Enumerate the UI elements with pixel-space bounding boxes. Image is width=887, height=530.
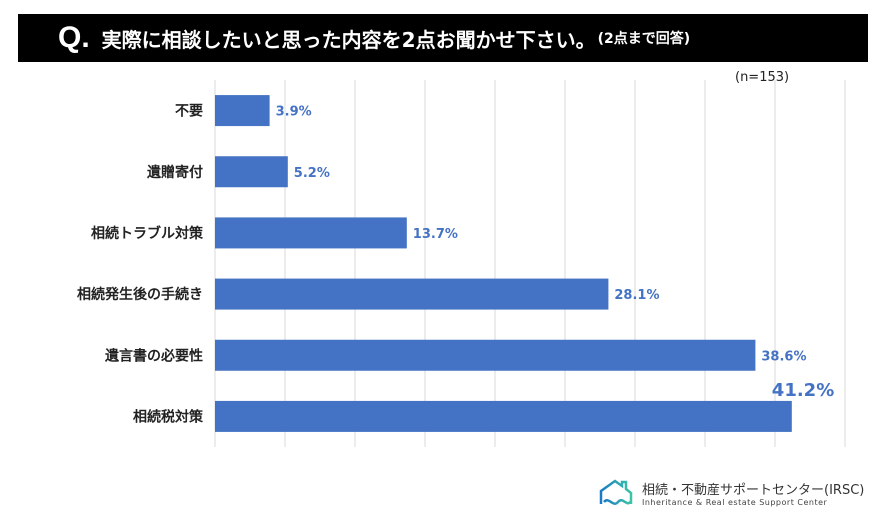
category-label: 遺言書の必要性 [105,347,203,364]
logo: 相続・不動産サポートセンター(IRSC) Inheritance & Real … [598,478,864,508]
data-label: 38.6% [761,349,806,364]
logo-name: 相続・不動産サポートセンター(IRSC) [642,483,865,498]
category-label: 遺贈寄付 [147,164,203,181]
question-text: 実際に相談したいと思った内容を2点お聞かせ下さい。 [101,27,596,52]
bar [215,156,288,188]
category-label: 相続税対策 [133,408,204,425]
sample-size: (n=153) [735,70,790,85]
bar [215,278,609,310]
logo-subtitle: Inheritance & Real estate Support Center [642,498,828,507]
title-bar: Q. 実際に相談したいと思った内容を2点お聞かせ下さい。 (2点まで回答) [18,14,868,62]
category-label: 相続トラブル対策 [91,225,204,242]
category-label: 相続発生後の手続き [77,286,203,303]
data-label: 41.2% [772,380,834,401]
question-mark-label: Q. [58,21,90,54]
bar [215,95,270,127]
house-logo-icon [599,479,633,505]
bar-chart: 不要 3.9% 遺贈寄付 5.2% 相続トラブル対策 13.7% 相続発生後の手続き 28.1… [77,80,846,447]
category-label: 不要 [175,104,203,120]
data-label: 13.7% [413,227,458,242]
data-label: 28.1% [614,288,659,303]
data-label: 3.9% [276,105,312,120]
bar [215,400,792,432]
bar [215,339,756,371]
bar [215,217,407,249]
data-label: 5.2% [294,166,330,181]
question-note: (2点まで回答) [597,31,691,47]
